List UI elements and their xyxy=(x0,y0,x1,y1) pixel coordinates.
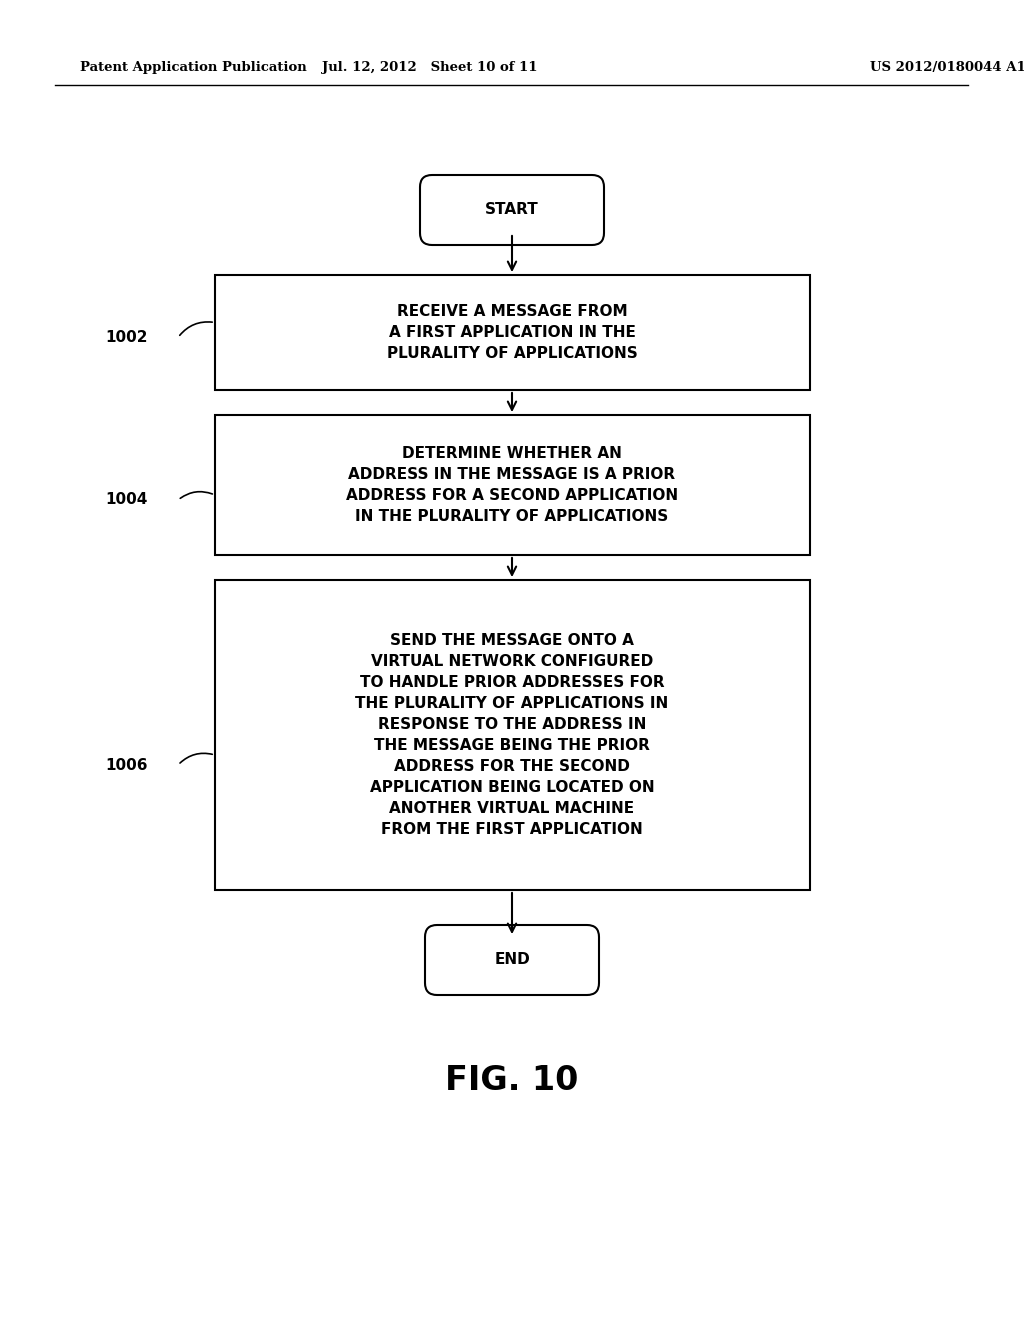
Text: FIG. 10: FIG. 10 xyxy=(445,1064,579,1097)
FancyBboxPatch shape xyxy=(215,414,810,554)
Text: END: END xyxy=(495,953,529,968)
Text: Jul. 12, 2012   Sheet 10 of 11: Jul. 12, 2012 Sheet 10 of 11 xyxy=(323,62,538,74)
Text: SEND THE MESSAGE ONTO A
VIRTUAL NETWORK CONFIGURED
TO HANDLE PRIOR ADDRESSES FOR: SEND THE MESSAGE ONTO A VIRTUAL NETWORK … xyxy=(355,634,669,837)
FancyBboxPatch shape xyxy=(425,925,599,995)
Text: 1002: 1002 xyxy=(105,330,148,345)
Text: 1006: 1006 xyxy=(105,758,148,772)
Text: RECEIVE A MESSAGE FROM
A FIRST APPLICATION IN THE
PLURALITY OF APPLICATIONS: RECEIVE A MESSAGE FROM A FIRST APPLICATI… xyxy=(387,304,637,360)
Text: START: START xyxy=(485,202,539,218)
Text: 1004: 1004 xyxy=(105,492,148,507)
Text: DETERMINE WHETHER AN
ADDRESS IN THE MESSAGE IS A PRIOR
ADDRESS FOR A SECOND APPL: DETERMINE WHETHER AN ADDRESS IN THE MESS… xyxy=(346,446,678,524)
FancyBboxPatch shape xyxy=(215,579,810,890)
FancyBboxPatch shape xyxy=(420,176,604,246)
FancyBboxPatch shape xyxy=(215,275,810,389)
Text: Patent Application Publication: Patent Application Publication xyxy=(80,62,307,74)
Text: US 2012/0180044 A1: US 2012/0180044 A1 xyxy=(870,62,1024,74)
